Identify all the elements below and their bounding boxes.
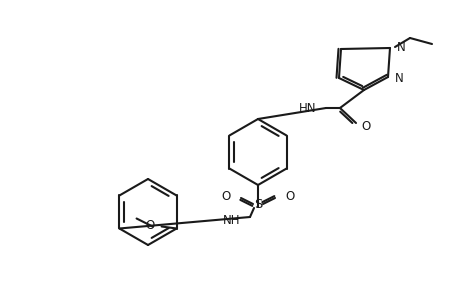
Text: O: O [221,190,230,203]
Text: O: O [360,119,369,133]
Text: O: O [145,219,154,232]
Text: N: N [396,40,405,53]
Text: S: S [253,197,262,211]
Text: HN: HN [298,101,315,115]
Text: N: N [394,71,403,85]
Text: O: O [285,190,294,203]
Text: NH: NH [222,214,240,227]
